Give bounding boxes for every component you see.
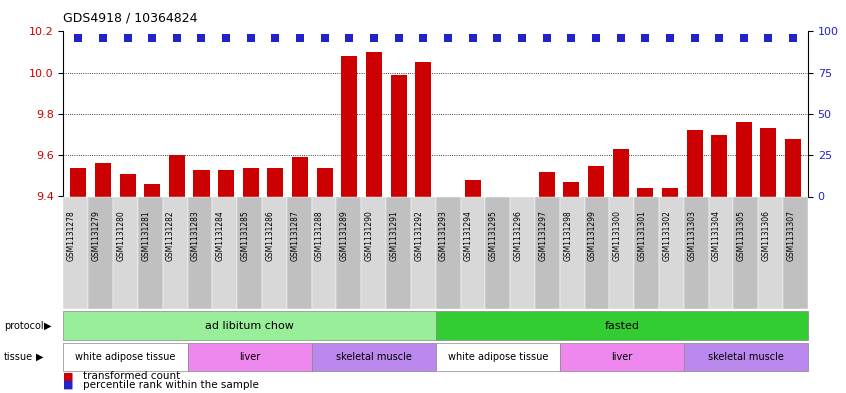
Text: GSM1131287: GSM1131287	[290, 210, 299, 261]
Text: skeletal muscle: skeletal muscle	[708, 352, 784, 362]
Bar	[366, 52, 382, 196]
Text: GSM1131301: GSM1131301	[638, 210, 646, 261]
Text: GSM1131290: GSM1131290	[365, 210, 374, 261]
Text: GSM1131288: GSM1131288	[315, 210, 324, 261]
Text: GSM1131300: GSM1131300	[613, 210, 622, 261]
Bar	[613, 149, 629, 196]
Text: liver: liver	[611, 352, 633, 362]
Bar	[637, 188, 653, 196]
Text: GSM1131286: GSM1131286	[266, 210, 274, 261]
Bar	[711, 135, 728, 196]
Text: GSM1131295: GSM1131295	[489, 210, 497, 261]
Bar	[391, 75, 407, 196]
Text: percentile rank within the sample: percentile rank within the sample	[83, 380, 259, 390]
Bar	[194, 170, 210, 196]
Bar	[686, 130, 702, 196]
Text: fasted: fasted	[604, 321, 640, 331]
Text: GSM1131299: GSM1131299	[588, 210, 597, 261]
Text: ad libitum chow: ad libitum chow	[205, 321, 294, 331]
Text: GSM1131283: GSM1131283	[191, 210, 200, 261]
Bar	[169, 155, 185, 196]
Text: white adipose tissue: white adipose tissue	[75, 352, 176, 362]
Bar	[218, 170, 234, 196]
Bar	[464, 180, 481, 196]
Text: GSM1131291: GSM1131291	[389, 210, 398, 261]
Bar	[292, 157, 308, 196]
Text: ■: ■	[63, 371, 74, 381]
Text: GDS4918 / 10364824: GDS4918 / 10364824	[63, 12, 198, 25]
Text: GSM1131282: GSM1131282	[166, 210, 175, 261]
Text: tissue: tissue	[4, 352, 33, 362]
Text: GSM1131289: GSM1131289	[340, 210, 349, 261]
Text: ▶: ▶	[36, 352, 44, 362]
Text: GSM1131280: GSM1131280	[117, 210, 125, 261]
Text: GSM1131293: GSM1131293	[439, 210, 448, 261]
Text: GSM1131292: GSM1131292	[415, 210, 423, 261]
Text: GSM1131285: GSM1131285	[240, 210, 250, 261]
Bar	[267, 168, 283, 196]
Text: GSM1131298: GSM1131298	[563, 210, 572, 261]
Text: GSM1131284: GSM1131284	[216, 210, 225, 261]
Text: ■: ■	[63, 380, 74, 390]
Bar	[342, 56, 357, 196]
Bar	[95, 163, 111, 196]
Bar	[563, 182, 580, 196]
Text: GSM1131306: GSM1131306	[761, 210, 771, 261]
Text: GSM1131297: GSM1131297	[538, 210, 547, 261]
Text: protocol: protocol	[4, 321, 44, 331]
Text: GSM1131279: GSM1131279	[91, 210, 101, 261]
Bar	[119, 174, 135, 196]
Bar	[316, 168, 332, 196]
Text: GSM1131304: GSM1131304	[712, 210, 721, 261]
Text: GSM1131294: GSM1131294	[464, 210, 473, 261]
Text: GSM1131296: GSM1131296	[514, 210, 523, 261]
Bar	[662, 188, 678, 196]
Bar	[144, 184, 160, 196]
Text: GSM1131278: GSM1131278	[67, 210, 76, 261]
Text: GSM1131303: GSM1131303	[687, 210, 696, 261]
Bar	[70, 168, 86, 196]
Bar	[539, 172, 555, 196]
Bar	[588, 165, 604, 196]
Bar	[785, 139, 801, 196]
Text: GSM1131281: GSM1131281	[141, 210, 151, 261]
Text: ▶: ▶	[44, 321, 52, 331]
Text: white adipose tissue: white adipose tissue	[448, 352, 548, 362]
Text: GSM1131302: GSM1131302	[662, 210, 672, 261]
Text: GSM1131307: GSM1131307	[787, 210, 795, 261]
Bar	[415, 62, 431, 196]
Bar	[761, 129, 777, 196]
Text: liver: liver	[239, 352, 261, 362]
Text: skeletal muscle: skeletal muscle	[336, 352, 412, 362]
Text: transformed count: transformed count	[83, 371, 180, 381]
Text: GSM1131305: GSM1131305	[737, 210, 746, 261]
Bar	[243, 168, 259, 196]
Bar	[736, 122, 752, 196]
